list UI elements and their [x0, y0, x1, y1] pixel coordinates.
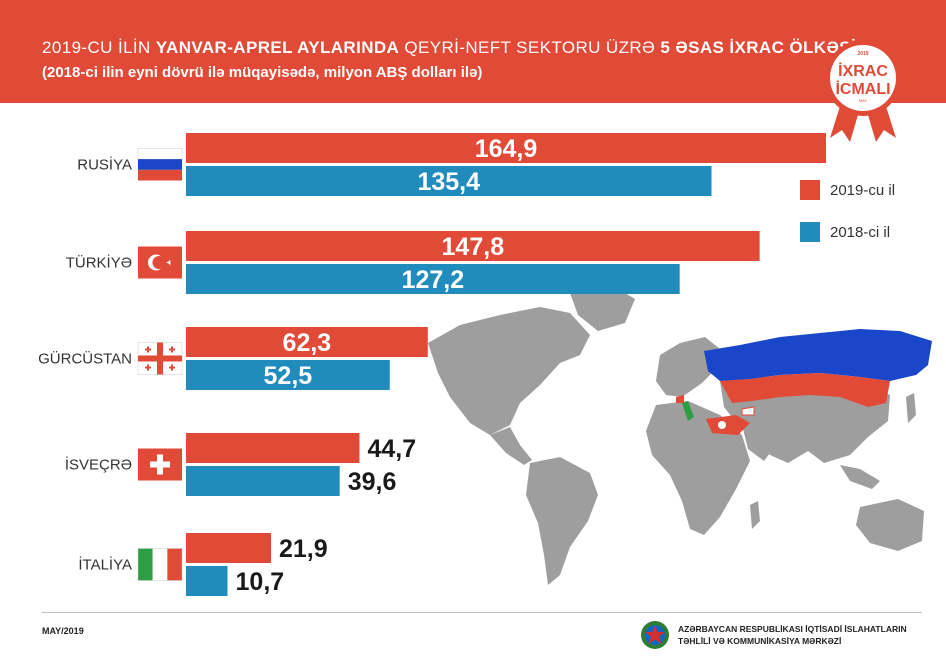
bar-2019	[186, 327, 428, 357]
bar-2018	[186, 566, 228, 596]
org-line2: TƏHLİLİ VƏ KOMMUNİKASİYA MƏRKƏZİ	[678, 636, 842, 646]
map-georgia	[741, 406, 755, 416]
legend-label-2019: 2019-cu il	[830, 181, 896, 199]
map-madagascar	[750, 501, 760, 529]
badge-line1: İXRAC	[838, 62, 888, 80]
badge-line2: İCMALI	[835, 80, 890, 98]
category-label: RUSİYA	[77, 156, 132, 174]
title: 2019-CU İLİN YANVAR-APREL AYLARINDA QEYR…	[42, 38, 856, 58]
map-italy	[682, 401, 694, 421]
map-switzerland	[676, 395, 684, 403]
switzerland-flag-icon	[138, 448, 182, 481]
category-label: İSVEÇRƏ	[65, 456, 132, 474]
ixrac-icmali-badge: 2019 İXRAC İCMALI MAY	[825, 40, 901, 142]
map-europe	[656, 337, 720, 397]
footer-organization: AZƏRBAYCAN RESPUBLİKASI İQTİSADİ İSLAHAT…	[640, 620, 907, 650]
category-label: İTALİYA	[78, 556, 132, 574]
bar-2019	[186, 231, 760, 261]
bar-2019	[186, 533, 271, 563]
map-arabia	[742, 425, 776, 461]
footer-date: MAY/2019	[42, 626, 84, 636]
russia-flag-icon	[137, 148, 183, 181]
title-bold2: 5 ƏSAS İXRAC ÖLKƏSİ	[660, 38, 857, 57]
value-label: 21,9	[279, 535, 328, 563]
world-map	[428, 287, 932, 585]
subtitle: (2018-ci ilin eyni dövrü ilə müqayisədə,…	[42, 64, 483, 81]
map-turkey-crescent	[718, 421, 726, 429]
bar-2018	[186, 264, 680, 294]
badge-year: 2019	[857, 51, 868, 57]
bar-2019	[186, 133, 826, 163]
georgia-flag-icon	[137, 342, 183, 375]
value-label: 10,7	[236, 568, 285, 596]
map-north-america	[428, 307, 590, 435]
header-banner: 2019-CU İLİN YANVAR-APREL AYLARINDA QEYR…	[0, 0, 946, 103]
map-russia-blue	[704, 329, 932, 381]
footer-divider	[42, 612, 922, 613]
bar-2019	[186, 433, 360, 463]
map-greenland	[570, 287, 635, 331]
legend-item-2018: 2018-ci il	[800, 222, 895, 242]
map-australia	[856, 499, 924, 551]
bar-2018	[186, 360, 390, 390]
legend-label-2018: 2018-ci il	[830, 223, 891, 241]
value-label: 147,8	[442, 233, 505, 261]
map-africa	[646, 401, 750, 535]
turkey-flag-icon	[138, 246, 182, 279]
italy-flag-icon	[137, 548, 183, 581]
category-label: TÜRKİYƏ	[66, 254, 132, 272]
map-southeast-asia	[840, 465, 880, 489]
title-part2: QEYRİ-NEFT SEKTORU ÜZRƏ	[404, 38, 656, 57]
azerbaijan-emblem-icon	[641, 621, 669, 649]
map-central-america	[490, 427, 532, 465]
legend-item-2019: 2019-cu il	[800, 180, 895, 200]
legend-swatch-2019	[800, 180, 820, 200]
legend: 2019-cu il 2018-ci il	[800, 180, 895, 264]
badge-inner	[830, 45, 896, 111]
title-part1: 2019-CU İLİN	[42, 38, 151, 57]
title-bold: YANVAR-APREL AYLARINDA	[155, 38, 400, 57]
value-label: 164,9	[475, 135, 538, 163]
map-japan	[906, 393, 916, 423]
value-label: 44,7	[367, 435, 416, 463]
map-south-america	[526, 457, 598, 585]
legend-swatch-2018	[800, 222, 820, 242]
value-label: 39,6	[348, 468, 397, 496]
value-label: 52,5	[264, 362, 313, 390]
value-label: 135,4	[417, 168, 480, 196]
value-label: 62,3	[283, 329, 332, 357]
map-turkey-red	[706, 415, 750, 435]
value-label: 127,2	[402, 266, 465, 294]
bar-2018	[186, 166, 712, 196]
org-line1: AZƏRBAYCAN RESPUBLİKASI İQTİSADİ İSLAHAT…	[678, 624, 907, 634]
org-name: AZƏRBAYCAN RESPUBLİKASI İQTİSADİ İSLAHAT…	[678, 623, 907, 647]
badge-month: MAY	[859, 98, 868, 103]
bar-2018	[186, 466, 340, 496]
map-russia-red	[720, 373, 890, 407]
category-label: GÜRCÜSTAN	[38, 350, 132, 368]
